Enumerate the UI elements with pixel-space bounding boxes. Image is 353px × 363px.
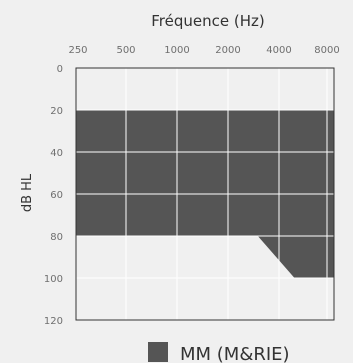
y-tick-label: 0 — [57, 64, 63, 75]
x-tick-label: 250 — [68, 45, 87, 56]
y-tick-label: 120 — [44, 316, 63, 327]
y-tick-labels: 0 20 40 60 80 100 120 — [44, 64, 63, 327]
plot-frame — [75, 67, 335, 321]
x-tick-label: 4000 — [266, 45, 291, 56]
y-tick-label: 80 — [50, 232, 63, 243]
y-tick-label: 40 — [50, 148, 63, 159]
y-axis-title: dB HL — [20, 173, 35, 212]
x-tick-labels: 250 500 1000 2000 4000 8000 — [68, 45, 339, 56]
x-tick-label: 2000 — [215, 45, 240, 56]
x-tick-label: 500 — [116, 45, 135, 56]
legend-swatch — [148, 342, 168, 362]
grid-lines — [76, 68, 334, 320]
y-tick-label: 20 — [50, 106, 63, 117]
y-tick-label: 60 — [50, 190, 63, 201]
x-tick-label: 8000 — [314, 45, 339, 56]
x-tick-label: 1000 — [164, 45, 189, 56]
x-axis-title: Fréquence (Hz) — [151, 12, 264, 30]
legend-label: MM (M&RIE) — [180, 344, 290, 363]
y-tick-label: 100 — [44, 274, 63, 285]
